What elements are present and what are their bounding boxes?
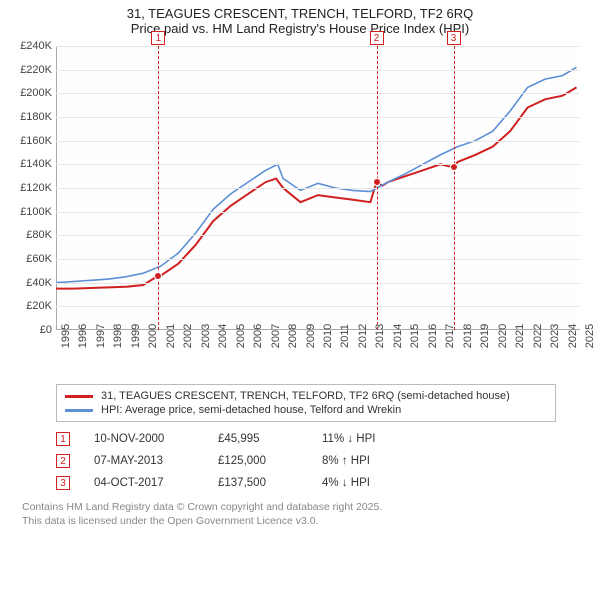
y-tick-label: £200K [8,87,52,99]
footer-line2: This data is licensed under the Open Gov… [22,514,592,528]
gridline [56,283,580,284]
y-tick-label: £20K [8,300,52,312]
x-tick-label: 2009 [305,324,317,348]
event-date: 10-NOV-2000 [94,433,194,445]
x-tick-label: 2003 [200,324,212,348]
x-tick-label: 2018 [462,324,474,348]
event-delta: 8% ↑ HPI [322,455,422,467]
x-tick-label: 2000 [147,324,159,348]
events-table: 1 10-NOV-2000 £45,995 11% ↓ HPI 2 07-MAY-2013… [56,428,592,494]
y-tick-label: £40K [8,277,52,289]
gridline [56,235,580,236]
legend-label: HPI: Average price, semi-detached house,… [101,404,401,416]
event-price: £125,000 [218,455,298,467]
x-tick-label: 2017 [444,324,456,348]
plot-area: 123 [56,46,580,330]
event-price: £45,995 [218,433,298,445]
event-row: 2 07-MAY-2013 £125,000 8% ↑ HPI [56,450,592,472]
x-tick-label: 2010 [322,324,334,348]
title-line2: Price paid vs. HM Land Registry's House … [8,21,592,36]
gridline [56,70,580,71]
x-tick-label: 2004 [217,324,229,348]
x-tick-label: 1999 [130,324,142,348]
gridline [56,212,580,213]
title-block: 31, TEAGUES CRESCENT, TRENCH, TELFORD, T… [8,6,592,36]
gridline [56,164,580,165]
x-tick-label: 2001 [165,324,177,348]
x-tick-label: 2021 [514,324,526,348]
x-tick-label: 2020 [497,324,509,348]
legend-swatch [65,409,93,412]
event-date: 07-MAY-2013 [94,455,194,467]
x-tick-label: 1996 [77,324,89,348]
y-tick-label: £160K [8,135,52,147]
event-marker-2: 2 [370,31,384,45]
event-delta: 11% ↓ HPI [322,433,422,445]
y-tick-label: £140K [8,158,52,170]
x-tick-label: 2002 [182,324,194,348]
gridline [56,117,580,118]
event-marker-1: 1 [151,31,165,45]
event-date: 04-OCT-2017 [94,477,194,489]
legend-row: HPI: Average price, semi-detached house,… [65,403,547,417]
y-tick-label: £120K [8,182,52,194]
footer-line1: Contains HM Land Registry data © Crown c… [22,500,592,514]
event-row: 1 10-NOV-2000 £45,995 11% ↓ HPI [56,428,592,450]
gridline [56,93,580,94]
y-tick-label: £80K [8,229,52,241]
x-tick-label: 1998 [112,324,124,348]
y-tick-label: £220K [8,64,52,76]
gridline [56,306,580,307]
x-tick-label: 2016 [427,324,439,348]
x-tick-label: 2011 [339,324,351,348]
x-tick-label: 2008 [287,324,299,348]
footer: Contains HM Land Registry data © Crown c… [22,500,592,528]
x-tick-label: 1997 [95,324,107,348]
legend-swatch [65,395,93,398]
event-dot [450,163,458,171]
y-tick-label: £60K [8,253,52,265]
event-marker-cell: 3 [56,476,70,490]
y-tick-label: £240K [8,40,52,52]
gridline [56,188,580,189]
chart-container: 31, TEAGUES CRESCENT, TRENCH, TELFORD, T… [0,0,600,536]
x-tick-label: 2006 [252,324,264,348]
x-tick-label: 2023 [549,324,561,348]
y-tick-label: £180K [8,111,52,123]
gridline [56,46,580,47]
event-row: 3 04-OCT-2017 £137,500 4% ↓ HPI [56,472,592,494]
title-line1: 31, TEAGUES CRESCENT, TRENCH, TELFORD, T… [8,6,592,21]
x-tick-label: 2012 [357,324,369,348]
event-vline [158,46,159,330]
y-tick-label: £100K [8,206,52,218]
event-price: £137,500 [218,477,298,489]
gridline [56,259,580,260]
event-dot [154,272,162,280]
x-tick-label: 2022 [532,324,544,348]
y-tick-label: £0 [8,324,52,336]
event-vline [454,46,455,330]
x-tick-label: 2013 [374,324,386,348]
event-dot [373,178,381,186]
event-vline [377,46,378,330]
chart: 123 £0 £20K £40K £60K £80K £100K £120K £140K £16… [8,40,592,380]
event-marker-3: 3 [447,31,461,45]
x-tick-label: 2025 [584,324,596,348]
x-tick-label: 2024 [567,324,579,348]
event-delta: 4% ↓ HPI [322,477,422,489]
legend-row: 31, TEAGUES CRESCENT, TRENCH, TELFORD, T… [65,389,547,403]
x-tick-label: 2007 [270,324,282,348]
event-marker-cell: 1 [56,432,70,446]
series-hpi [56,67,577,282]
event-marker-cell: 2 [56,454,70,468]
x-tick-label: 2019 [479,324,491,348]
x-tick-label: 2014 [392,324,404,348]
gridline [56,141,580,142]
legend: 31, TEAGUES CRESCENT, TRENCH, TELFORD, T… [56,384,556,422]
x-tick-label: 2015 [409,324,421,348]
legend-label: 31, TEAGUES CRESCENT, TRENCH, TELFORD, T… [101,390,510,402]
x-tick-label: 2005 [235,324,247,348]
x-tick-label: 1995 [60,324,72,348]
